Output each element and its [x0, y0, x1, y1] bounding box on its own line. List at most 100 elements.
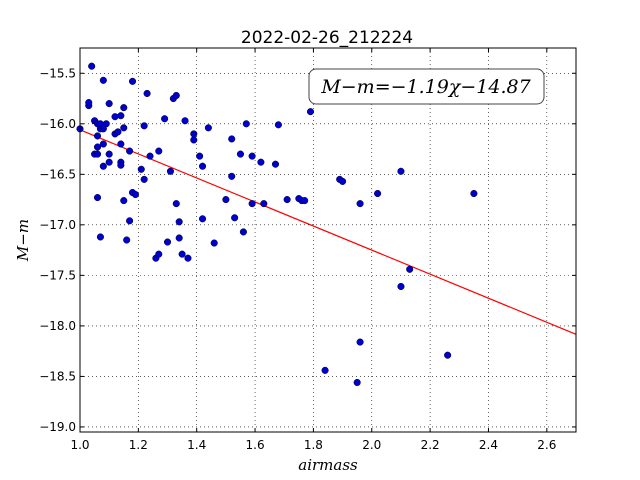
data-point [181, 117, 189, 125]
fit-line-group [79, 129, 577, 335]
data-point [93, 150, 102, 158]
grid [79, 48, 576, 432]
data-point [126, 217, 134, 225]
data-point [321, 366, 329, 374]
plot-frame [79, 47, 577, 433]
equation-box: M−m=−1.19χ−14.87 [308, 68, 545, 105]
x-tick-label: 1.2 [129, 438, 148, 452]
data-point [146, 152, 154, 160]
data-point [356, 338, 364, 346]
data-point [114, 128, 122, 136]
data-point [274, 121, 282, 129]
data-point [126, 147, 134, 155]
data-point [140, 122, 148, 130]
data-point [196, 152, 204, 160]
data-point [155, 147, 163, 155]
data-point [131, 190, 139, 199]
data-point [161, 115, 169, 123]
data-point [117, 140, 125, 148]
data-point [406, 265, 414, 273]
data-point [301, 197, 309, 205]
data-point [137, 165, 145, 173]
data-point [470, 189, 478, 198]
data-points [76, 62, 478, 387]
data-point [96, 233, 104, 241]
data-point [190, 130, 198, 138]
x-tick-label: 2.6 [537, 438, 556, 452]
data-point [102, 120, 110, 128]
data-point [143, 89, 151, 98]
equation-text: M−m=−1.19χ−14.87 [320, 76, 531, 98]
x-axis-label: airmass [298, 456, 358, 474]
data-point [306, 108, 315, 116]
data-point [120, 124, 128, 132]
data-point [99, 76, 107, 84]
data-point [117, 161, 125, 169]
data-point [93, 194, 102, 202]
y-tick-label: −15.5 [39, 66, 76, 80]
data-point [88, 62, 96, 70]
data-point [155, 250, 163, 258]
data-point [120, 104, 128, 112]
data-point [210, 239, 218, 247]
data-point [236, 150, 245, 158]
data-point [257, 158, 265, 166]
data-point [248, 152, 256, 160]
data-point [260, 200, 268, 208]
data-point [184, 254, 192, 262]
data-point [111, 113, 119, 121]
data-point [85, 99, 93, 107]
data-point [172, 200, 180, 208]
data-point [99, 140, 107, 148]
data-point [175, 218, 183, 226]
y-tick-label: −17.0 [39, 218, 76, 232]
data-point [228, 135, 236, 143]
data-point [283, 196, 291, 204]
data-point [198, 215, 207, 223]
data-point [198, 162, 207, 170]
y-tick-label: −16.5 [39, 167, 76, 181]
data-point [140, 175, 148, 183]
data-point [222, 196, 230, 204]
x-tick-label: 1.6 [246, 438, 265, 452]
data-point [397, 167, 405, 175]
data-point [204, 124, 212, 132]
data-point [105, 150, 113, 158]
data-point [117, 112, 125, 120]
data-point [166, 167, 174, 175]
x-tick-label: 2.4 [479, 438, 498, 452]
data-point [271, 160, 280, 168]
data-point [93, 143, 102, 151]
x-tick-label: 2.0 [362, 438, 381, 452]
data-point [163, 238, 172, 246]
y-tick-label: −17.5 [39, 268, 76, 282]
data-point [353, 378, 361, 387]
data-point [123, 236, 131, 244]
data-point [128, 77, 137, 85]
y-tick-label: −18.5 [39, 369, 76, 383]
fit-line [79, 129, 577, 335]
y-axis-label: M−m [14, 219, 32, 262]
data-point [248, 200, 256, 208]
x-tick-label: 1.4 [187, 438, 206, 452]
data-point [178, 250, 186, 258]
data-point [172, 91, 180, 100]
data-point [356, 200, 364, 208]
data-point [175, 234, 183, 242]
data-point [339, 177, 347, 185]
data-point [444, 351, 452, 359]
y-tick-label: −16.0 [39, 117, 76, 131]
data-point [105, 100, 113, 108]
data-point [242, 120, 250, 128]
data-point [93, 132, 102, 140]
y-tick-label: −18.0 [39, 319, 76, 333]
x-tick-label: 1.8 [304, 438, 323, 452]
data-point [99, 162, 107, 170]
data-point [190, 136, 198, 144]
data-point [374, 189, 382, 198]
x-tick-label: 1.0 [70, 438, 89, 452]
y-tick-label: −19.0 [39, 420, 76, 434]
data-point [120, 197, 128, 205]
x-tick-label: 2.2 [421, 438, 440, 452]
